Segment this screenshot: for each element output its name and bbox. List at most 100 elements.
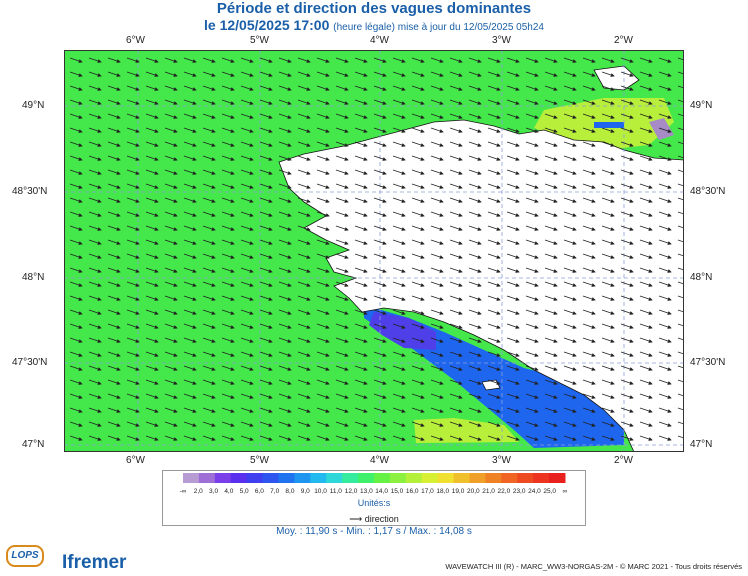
direction-arrow: [449, 365, 463, 371]
direction-arrow: [449, 141, 463, 147]
direction-arrow: [468, 379, 482, 385]
direction-arrow: [69, 435, 83, 441]
update-note: (heure légale) mise à jour du 12/05/2025…: [333, 22, 544, 33]
direction-arrow: [316, 253, 330, 259]
direction-arrow: [164, 225, 178, 231]
direction-arrow: [259, 267, 273, 273]
direction-arrow: [107, 435, 121, 441]
direction-arrow: [601, 337, 615, 343]
direction-arrow: [544, 351, 558, 357]
direction-arrow: [164, 239, 178, 245]
direction-arrow: [639, 197, 653, 203]
direction-arrow: [221, 57, 235, 63]
direction-arrow: [582, 267, 596, 273]
direction-arrow: [145, 127, 159, 133]
direction-arrow: [620, 211, 634, 217]
colorbar-label: 12,0: [345, 488, 358, 495]
direction-arrow: [563, 281, 577, 287]
direction-arrow: [354, 127, 368, 133]
direction-arrow: [221, 211, 235, 217]
direction-arrow: [658, 71, 672, 77]
direction-arrow: [563, 183, 577, 189]
direction-arrow: [544, 365, 558, 371]
direction-arrow: [582, 141, 596, 147]
direction-arrow: [468, 71, 482, 77]
direction-arrow: [658, 267, 672, 273]
direction-arrow: [449, 323, 463, 329]
colorbar-swatch: [294, 473, 311, 483]
direction-arrow: [202, 337, 216, 343]
direction-arrow: [278, 253, 292, 259]
direction-arrow: [69, 85, 83, 91]
direction-arrow: [354, 197, 368, 203]
direction-arrow: [126, 141, 140, 147]
direction-arrow: [525, 337, 539, 343]
direction-arrow: [354, 183, 368, 189]
direction-arrow: [221, 99, 235, 105]
direction-arrow: [506, 197, 520, 203]
lon-label-top-5w: 5°W: [250, 35, 269, 46]
direction-arrow: [658, 421, 672, 427]
direction-arrow: [278, 197, 292, 203]
direction-arrow: [677, 281, 684, 285]
units-label: Unités:s: [357, 498, 391, 508]
direction-arrow: [544, 379, 558, 385]
direction-arrow: [658, 127, 672, 133]
direction-arrow: [411, 85, 425, 91]
direction-arrow: [202, 421, 216, 427]
direction-arrow: [240, 211, 254, 217]
wave-period-map[interactable]: [64, 50, 684, 452]
direction-arrow: [221, 309, 235, 315]
direction-arrow: [183, 407, 197, 413]
direction-arrow: [259, 211, 273, 217]
direction-arrow: [107, 421, 121, 427]
direction-arrow: [506, 141, 520, 147]
colorbar-label: ∞: [563, 488, 568, 495]
direction-arrow: [297, 253, 311, 259]
colorbar-label: 10,0: [314, 488, 327, 495]
direction-arrow: [468, 281, 482, 287]
direction-arrow: [259, 421, 273, 427]
direction-arrow: [639, 421, 653, 427]
colorbar-swatch: [453, 473, 470, 483]
direction-arrow: [183, 183, 197, 189]
direction-arrow: [126, 267, 140, 273]
direction-arrow: [183, 127, 197, 133]
direction-arrow: [126, 71, 140, 77]
direction-arrow: [240, 239, 254, 245]
direction-arrow: [278, 379, 292, 385]
direction-arrow: [164, 99, 178, 105]
colorbar-label: 2,0: [194, 488, 203, 495]
direction-arrow: [582, 225, 596, 231]
direction-arrows: [69, 57, 684, 441]
direction-arrow: [430, 113, 444, 119]
direction-arrow: [658, 435, 672, 441]
direction-arrow: [544, 295, 558, 301]
direction-arrow: [69, 141, 83, 147]
direction-arrow: [145, 197, 159, 203]
direction-arrow: [658, 365, 672, 371]
direction-arrow: [69, 197, 83, 203]
colorbar-label: 21,0: [482, 488, 495, 495]
direction-arrow: [601, 197, 615, 203]
direction-arrow: [487, 85, 501, 91]
direction-arrow: [677, 421, 684, 425]
direction-arrow: [506, 85, 520, 91]
direction-arrow: [335, 71, 349, 77]
direction-arrow: [69, 127, 83, 133]
direction-arrow: [88, 225, 102, 231]
direction-arrow: [88, 295, 102, 301]
direction-arrow: [544, 337, 558, 343]
direction-arrow: [88, 99, 102, 105]
direction-arrow: [525, 421, 539, 427]
direction-arrow: [107, 141, 121, 147]
colorbar-swatch: [246, 473, 264, 483]
direction-arrow: [88, 365, 102, 371]
direction-arrow: [316, 211, 330, 217]
direction-arrow: [69, 281, 83, 287]
direction-arrow: [525, 225, 539, 231]
direction-arrow: [145, 99, 159, 105]
lon-label-top-6w: 6°W: [126, 35, 145, 46]
direction-arrow: [354, 267, 368, 273]
lat-label-right-49n: 49°N: [690, 100, 713, 111]
